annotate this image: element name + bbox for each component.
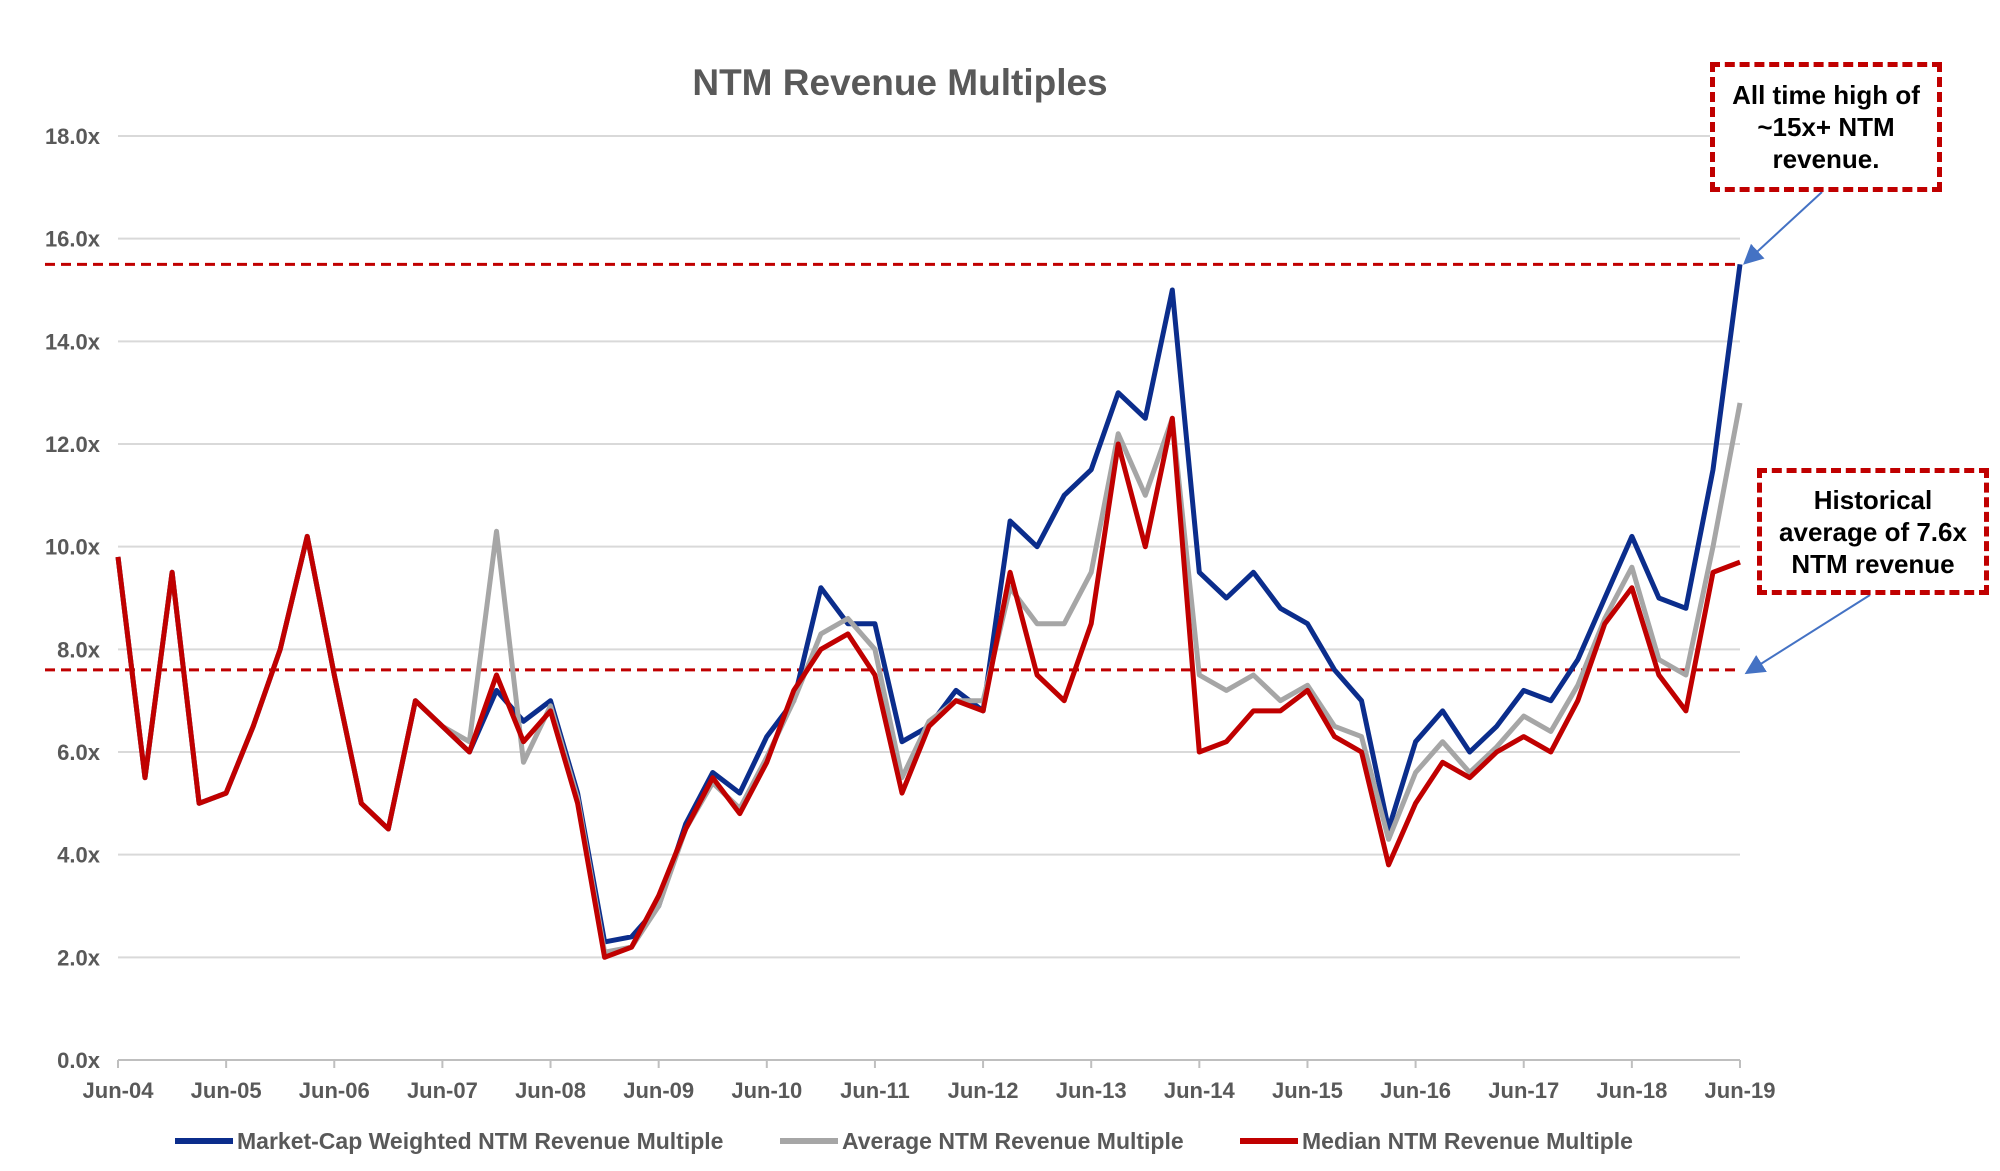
y-tick-label: 18.0x (45, 124, 101, 149)
x-tick-label: Jun-05 (191, 1078, 262, 1103)
x-tick-label: Jun-04 (83, 1078, 155, 1103)
series-line-1 (115, 263, 1743, 945)
y-tick-label: 8.0x (57, 637, 101, 662)
y-tick-label: 4.0x (57, 843, 101, 868)
series-line-2 (115, 402, 1743, 955)
x-tick-label: Jun-17 (1488, 1078, 1559, 1103)
y-tick-label: 14.0x (45, 329, 101, 354)
x-tick-label: Jun-08 (515, 1078, 586, 1103)
x-tick-label: Jun-11 (840, 1078, 910, 1103)
chart-title: NTM Revenue Multiples (692, 62, 1107, 103)
x-tick-label: Jun-18 (1596, 1078, 1667, 1103)
legend-label: Market-Cap Weighted NTM Revenue Multiple (237, 1128, 723, 1154)
x-tick-label: Jun-06 (299, 1078, 370, 1103)
x-tick-label: Jun-16 (1380, 1078, 1451, 1103)
annotation-text: Historical average of 7.6x NTM revenue (1779, 484, 1967, 579)
x-tick-label: Jun-09 (623, 1078, 694, 1103)
x-tick-label: Jun-13 (1056, 1078, 1127, 1103)
all-time-high-annotation: All time high of ~15x+ NTM revenue. (1710, 62, 1942, 192)
x-tick-label: Jun-15 (1272, 1078, 1343, 1103)
x-tick-label: Jun-07 (407, 1078, 478, 1103)
y-tick-label: 16.0x (45, 227, 101, 252)
legend-label: Average NTM Revenue Multiple (842, 1128, 1184, 1154)
arrow-to-average (1744, 594, 1871, 675)
x-tick-label: Jun-14 (1164, 1078, 1236, 1103)
x-tick-label: Jun-19 (1705, 1078, 1776, 1103)
arrow-to-high (1743, 191, 1823, 265)
y-tick-label: 6.0x (57, 740, 101, 765)
series-line-3 (115, 415, 1741, 960)
legend-label: Median NTM Revenue Multiple (1302, 1128, 1633, 1154)
y-tick-label: 10.0x (45, 535, 101, 560)
x-tick-label: Jun-12 (948, 1078, 1019, 1103)
annotation-text: All time high of ~15x+ NTM revenue. (1732, 80, 1920, 174)
y-tick-label: 0.0x (57, 1048, 101, 1073)
y-tick-label: 12.0x (45, 432, 101, 457)
y-tick-label: 2.0x (57, 945, 101, 970)
historical-average-annotation: Historical average of 7.6x NTM revenue (1757, 468, 1989, 595)
x-tick-label: Jun-10 (731, 1078, 802, 1103)
